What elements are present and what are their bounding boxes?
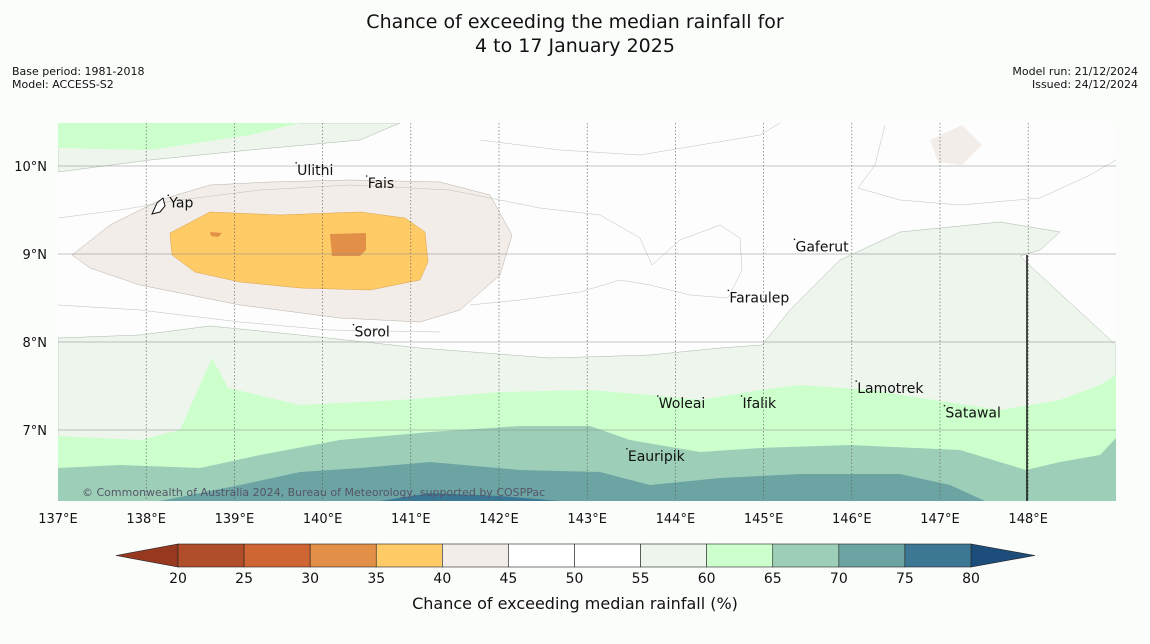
latitude-tick-label: 8°N [23,336,48,351]
place-marker [352,323,355,326]
place-label-satawal: Satawal [945,406,1000,422]
model-run-text: Model run: 21/12/2024 [1012,65,1138,78]
longitude-tick-label: 148°E [1008,512,1048,527]
colorbar-tick-label: 80 [962,571,980,587]
base-period-text: Base period: 1981-2018 [12,65,145,78]
place-label-yap: Yap [168,195,193,211]
place-marker [167,194,170,197]
colorbar-tick-label: 25 [235,571,253,587]
colorbar-swatch [904,543,972,568]
longitude-tick-label: 141°E [391,512,431,527]
place-labels: Yap Ulithi Fais Gaferut Faraulep Sorol Lamotre… [167,162,1001,465]
place-label-lamotrek: Lamotrek [857,381,924,397]
colorbar-tick-label: 30 [301,571,319,587]
title-line-2: 4 to 17 January 2025 [475,35,675,57]
place-marker [793,238,796,241]
longitude-tick-label: 146°E [832,512,872,527]
colorbar-swatch [309,543,377,568]
longitude-tick-label: 140°E [303,512,343,527]
place-label-ifalik: Ifalik [743,396,777,412]
latitude-tick-label: 9°N [23,248,48,263]
place-marker [943,404,946,407]
place-marker [656,395,659,397]
colorbar-label: Chance of exceeding median rainfall (%) [412,594,738,613]
issued-text: Issued: 24/12/2024 [1031,78,1138,91]
place-marker [740,395,743,397]
latitude-ticks: 10°N 9°N 8°N 7°N [14,160,47,439]
colorbar-swatch [574,543,641,568]
place-marker [626,448,628,450]
colorbar-tick-label: 60 [698,571,716,587]
longitude-tick-label: 147°E [920,512,960,527]
longitude-ticks: 137°E 138°E 139°E 140°E 141°E 142°E 143°E 144°E… [38,512,1048,527]
colorbar-tick-label: 45 [500,571,518,587]
colorbar-swatch [375,543,443,568]
colorbar-swatch [243,543,311,568]
model-text: Model: ACCESS-S2 [12,78,114,91]
place-marker [855,380,858,382]
colorbar-tick-label: 65 [764,571,782,587]
place-label-woleai: Woleai [659,396,706,412]
latitude-tick-label: 7°N [23,424,48,439]
colorbar-tick-label: 55 [632,571,650,587]
copyright-text: © Commonwealth of Australia 2024, Bureau… [82,486,545,499]
place-marker [295,162,297,164]
map-title: Chance of exceeding the median rainfall … [0,10,1150,58]
colorbar-tick-label: 50 [566,571,584,587]
colorbar-tick-label: 70 [830,571,848,587]
colorbar-swatch [177,543,245,568]
place-label-gaferut: Gaferut [795,239,849,255]
place-label-faraulep: Faraulep [729,290,789,306]
place-label-fais: Fais [368,176,395,192]
place-label-ulithi: Ulithi [297,163,333,179]
place-label-sorol: Sorol [354,325,389,341]
colorbar-swatch [706,543,774,568]
colorbar-swatch [640,543,707,568]
colorbar-tick-label: 35 [367,571,385,587]
colorbar-swatch [508,543,575,568]
colorbar-swatch [442,543,509,568]
place-marker [365,175,368,177]
longitude-tick-label: 139°E [215,512,255,527]
gridlines [58,123,1116,501]
place-label-eauripik: Eauripik [628,449,686,465]
colorbar-tick-label: 75 [896,571,914,587]
longitude-tick-label: 142°E [479,512,519,527]
colorbar-swatch [838,543,906,568]
colorbar-tick-label: 40 [433,571,451,587]
longitude-tick-label: 143°E [567,512,607,527]
latitude-tick-label: 10°N [14,160,47,175]
base-info: Base period: 1981-2018 Model: ACCESS-S2 [12,65,144,91]
run-info: Model run: 21/12/2024 Issued: 24/12/2024 [1012,65,1138,91]
longitude-tick-label: 138°E [126,512,166,527]
colorbar-under-arrow [115,543,179,568]
place-marker [727,289,730,292]
colorbar-swatch [772,543,840,568]
colorbar-over-arrow [970,543,1036,568]
longitude-tick-label: 145°E [744,512,784,527]
colorbar-tick-label: 20 [169,571,187,587]
longitude-tick-label: 137°E [38,512,78,527]
title-line-1: Chance of exceeding the median rainfall … [366,11,784,33]
yap-island-shape [151,197,166,215]
colorbar: 20 25 30 35 40 45 50 55 60 65 70 75 80 [115,543,1036,587]
longitude-tick-label: 144°E [656,512,696,527]
